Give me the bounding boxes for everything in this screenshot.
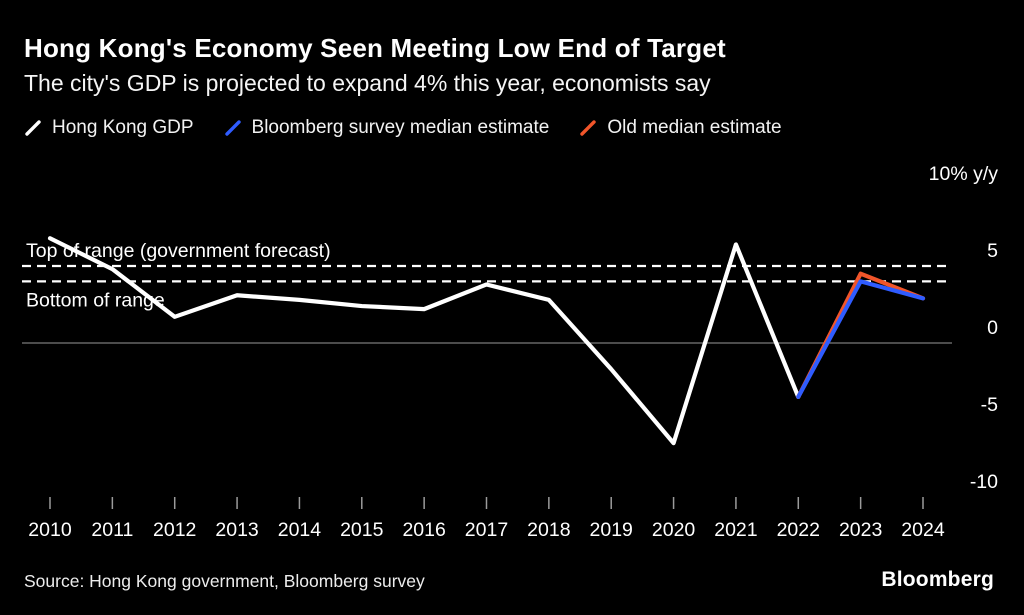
y-axis-label-5: 5	[987, 240, 998, 262]
legend-label: Hong Kong GDP	[52, 117, 194, 138]
chart-legend: Hong Kong GDP Bloomberg survey median es…	[24, 117, 782, 139]
source-note: Source: Hong Kong government, Bloomberg …	[24, 571, 425, 591]
range-label-0: Top of range (government forecast)	[26, 240, 331, 262]
legend-item-hong-kong-gdp: Hong Kong GDP	[24, 117, 194, 139]
x-axis-label-2020: 2020	[652, 519, 696, 541]
x-axis-label-2021: 2021	[714, 519, 757, 541]
gdp-line-chart: Top of range (government forecast) Bottom…	[22, 163, 999, 541]
survey-median-line-icon	[224, 120, 241, 136]
series-line-bloomberg-survey-median-estimate	[796, 279, 926, 399]
x-axis-label-2010: 2010	[28, 519, 72, 541]
x-axis-label-2017: 2017	[465, 519, 508, 541]
y-axis-label--10: -10	[970, 471, 998, 493]
legend-item-old-median: Old median estimate	[579, 117, 782, 139]
old-median-line-icon	[580, 120, 597, 136]
x-axis-label-2015: 2015	[340, 519, 384, 541]
x-axis-label-2013: 2013	[215, 519, 258, 541]
page-title: Hong Kong's Economy Seen Meeting Low End…	[24, 33, 726, 63]
x-axis-label-2022: 2022	[777, 519, 820, 541]
y-axis-label--5: -5	[981, 394, 998, 416]
y-axis-label-10: 10% y/y	[929, 163, 999, 185]
x-axis-label-2012: 2012	[153, 519, 196, 541]
x-axis-label-2023: 2023	[839, 519, 882, 541]
legend-label: Old median estimate	[607, 117, 782, 138]
x-axis-label-2024: 2024	[901, 519, 945, 541]
x-axis-label-2018: 2018	[527, 519, 570, 541]
legend-label: Bloomberg survey median estimate	[251, 117, 550, 138]
series-line-hong-kong-gdp	[47, 236, 801, 446]
legend-item-survey-median: Bloomberg survey median estimate	[224, 117, 550, 139]
page-subtitle: The city's GDP is projected to expand 4%…	[24, 70, 711, 96]
bloomberg-logo: Bloomberg	[881, 568, 994, 591]
y-axis-label-0: 0	[987, 317, 998, 339]
gdp-line-icon	[25, 120, 41, 136]
range-label-1: Bottom of range	[26, 289, 165, 311]
x-axis-label-2019: 2019	[590, 519, 633, 541]
x-axis-label-2011: 2011	[91, 519, 133, 541]
x-axis-label-2016: 2016	[402, 519, 445, 541]
x-axis-label-2014: 2014	[278, 519, 322, 541]
